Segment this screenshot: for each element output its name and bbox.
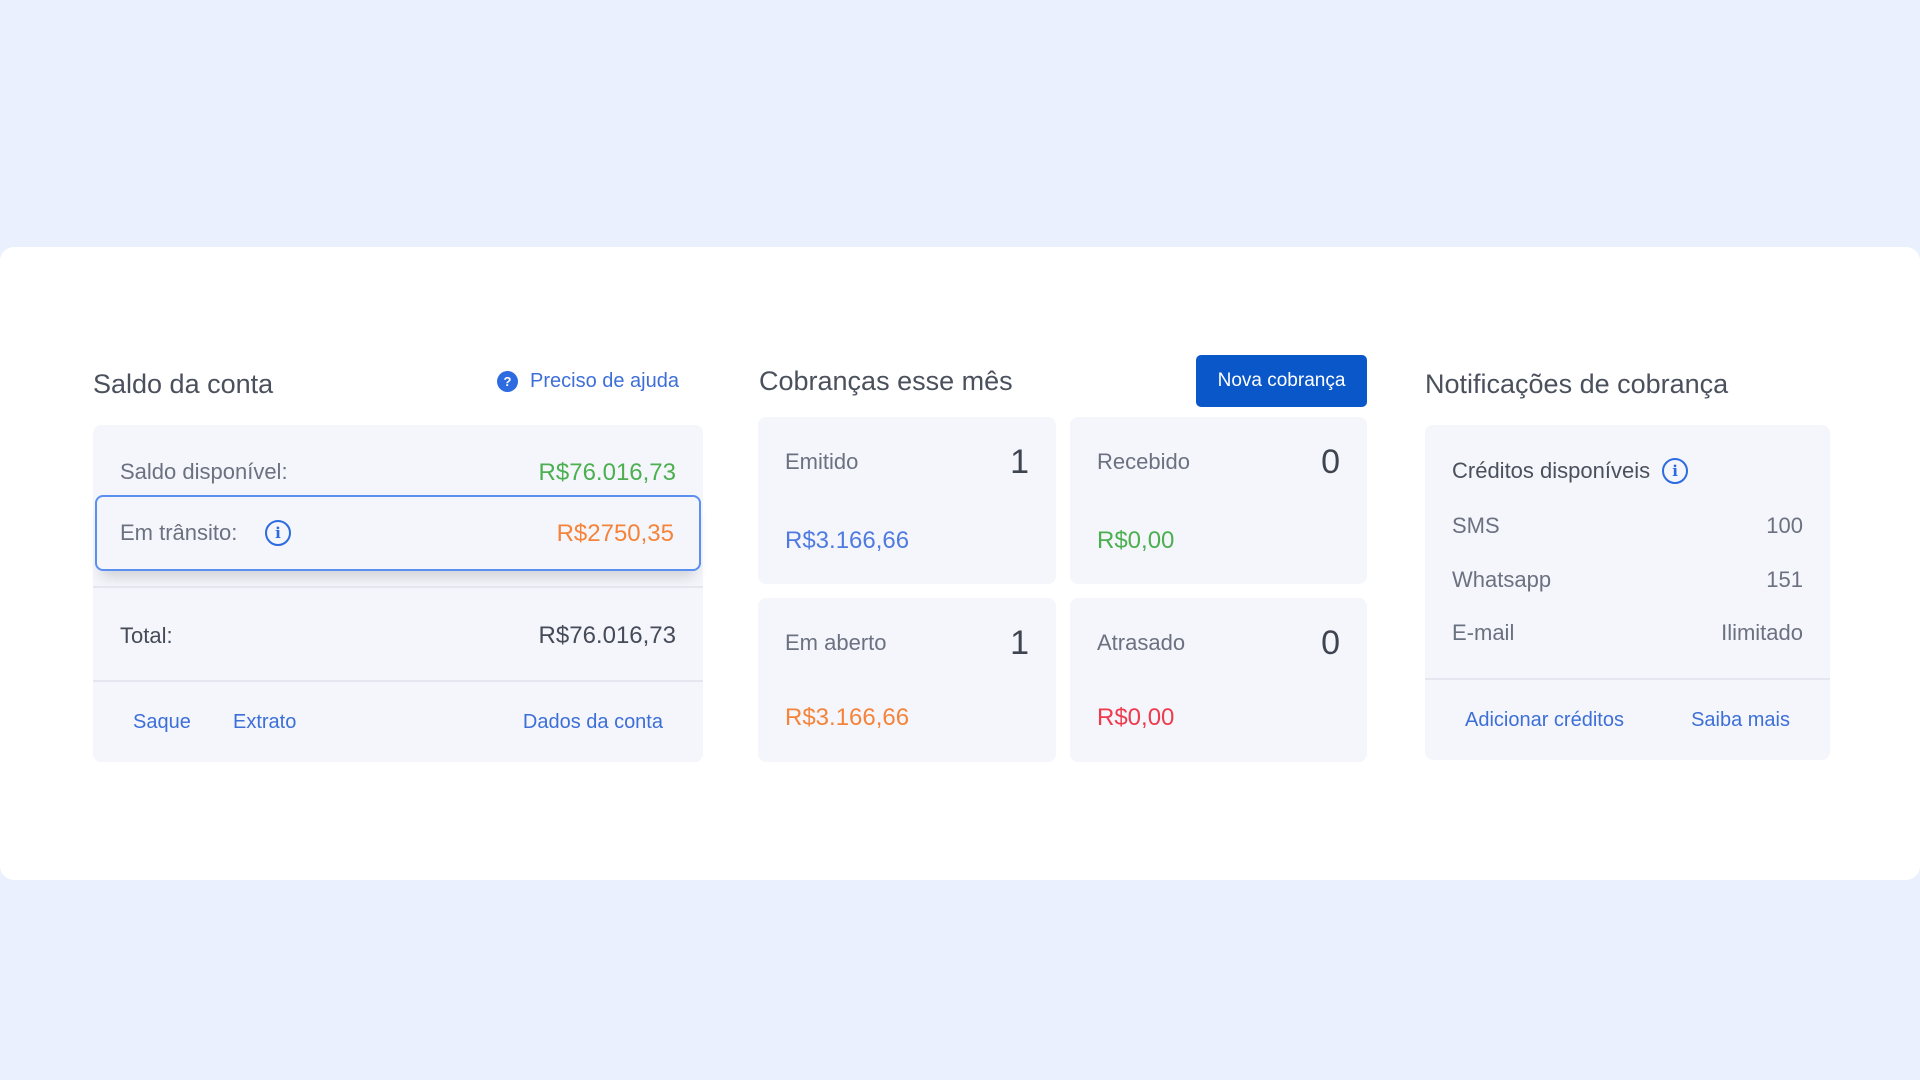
info-icon[interactable]: i xyxy=(265,520,291,546)
card-count: 0 xyxy=(1321,624,1340,662)
email-label: E-mail xyxy=(1452,620,1515,645)
nova-cobranca-button[interactable]: Nova cobrança xyxy=(1196,355,1367,407)
card-label: Recebido xyxy=(1097,449,1190,474)
saiba-mais-link[interactable]: Saiba mais xyxy=(1691,709,1790,731)
card-value: R$3.166,66 xyxy=(785,527,910,554)
notificacoes-title: Notificações de cobrança xyxy=(1425,369,1729,399)
total-value: R$76.016,73 xyxy=(538,622,676,649)
saldo-card: Saldo disponível: R$76.016,73 Em trânsit… xyxy=(93,425,703,762)
saldo-title: Saldo da conta xyxy=(93,369,274,399)
disponivel-value: R$76.016,73 xyxy=(538,459,676,486)
help-label: Preciso de ajuda xyxy=(530,370,679,392)
saque-link[interactable]: Saque xyxy=(133,711,191,733)
card-count: 1 xyxy=(1010,624,1029,662)
transito-value: R$2750,35 xyxy=(556,520,674,547)
card-count: 1 xyxy=(1010,443,1029,481)
email-value: Ilimitado xyxy=(1721,620,1803,645)
help-link[interactable]: ? Preciso de ajuda xyxy=(497,370,679,393)
recebido-card[interactable]: Recebido 0 R$0,00 xyxy=(1070,417,1367,584)
transito-row: Em trânsito: i R$2750,35 xyxy=(95,495,701,571)
extrato-link[interactable]: Extrato xyxy=(233,711,297,733)
card-value: R$0,00 xyxy=(1097,704,1175,731)
question-icon: ? xyxy=(497,371,518,392)
whatsapp-label: Whatsapp xyxy=(1452,567,1552,592)
card-label: Emitido xyxy=(785,449,859,474)
cobrancas-title: Cobranças esse mês xyxy=(759,366,1013,396)
card-label: Atrasado xyxy=(1097,630,1186,655)
sms-value: 100 xyxy=(1766,513,1803,538)
notificacoes-card: Créditos disponíveis i SMS 100 Whatsapp … xyxy=(1425,425,1830,760)
divider xyxy=(93,680,703,682)
transito-label: Em trânsito: xyxy=(120,520,238,545)
sms-label: SMS xyxy=(1452,513,1500,538)
disponivel-label: Saldo disponível: xyxy=(120,459,288,484)
card-value: R$0,00 xyxy=(1097,527,1175,554)
adicionar-creditos-link[interactable]: Adicionar créditos xyxy=(1465,709,1624,731)
atrasado-card[interactable]: Atrasado 0 R$0,00 xyxy=(1070,598,1367,762)
divider xyxy=(1425,678,1830,680)
creditos-label: Créditos disponíveis xyxy=(1452,458,1651,483)
card-value: R$3.166,66 xyxy=(785,704,910,731)
card-count: 0 xyxy=(1321,443,1340,481)
info-icon[interactable]: i xyxy=(1662,458,1689,484)
dados-conta-link[interactable]: Dados da conta xyxy=(522,711,663,733)
emitido-card[interactable]: Emitido 1 R$3.166,66 xyxy=(758,417,1056,584)
divider xyxy=(93,586,703,588)
creditos-header: Créditos disponíveis i xyxy=(1452,458,1689,484)
whatsapp-value: 151 xyxy=(1766,567,1803,592)
total-label: Total: xyxy=(120,623,173,648)
em-aberto-card[interactable]: Em aberto 1 R$3.166,66 xyxy=(758,598,1056,762)
card-label: Em aberto xyxy=(785,630,887,655)
